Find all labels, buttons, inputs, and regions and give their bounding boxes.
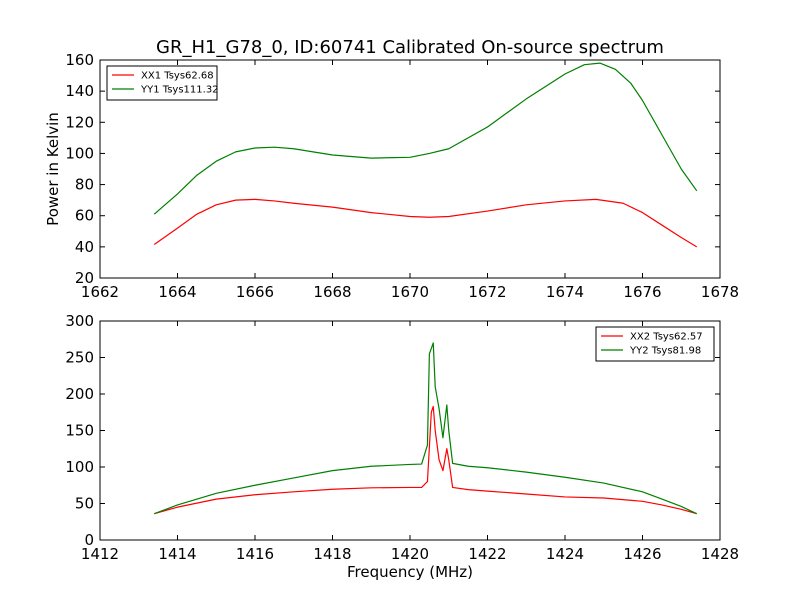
x-tick-label: 1662 (81, 283, 119, 301)
y-axis-label: Power in Kelvin (44, 112, 62, 226)
x-tick-label: 1424 (546, 545, 584, 563)
y-tick-label: 0 (84, 531, 94, 549)
y-tick-label: 150 (65, 422, 94, 440)
legend-box (595, 326, 715, 362)
x-tick-label: 1666 (236, 283, 274, 301)
series-line-1-2 (153, 62, 698, 215)
x-tick-label: 1670 (391, 283, 429, 301)
y-tick-label: 300 (65, 312, 94, 330)
x-tick-label: 1428 (701, 545, 739, 563)
y-tick-label: 100 (65, 458, 94, 476)
legend-entry: XX2 Tsys62.57 (630, 332, 703, 343)
y-tick-label: 20 (75, 269, 94, 287)
y-tick-label: 120 (65, 113, 94, 131)
y-tick-label: 100 (65, 144, 94, 162)
legend-entry: YY1 Tsys111.32 (140, 85, 219, 96)
y-tick-label: 60 (75, 207, 94, 225)
y-tick-label: 140 (65, 82, 94, 100)
legend: XX2 Tsys62.57 YY2 Tsys81.98 (595, 326, 715, 362)
x-tick-label: 1412 (81, 545, 119, 563)
x-tick-label: 1426 (623, 545, 661, 563)
y-tick-label: 200 (65, 385, 94, 403)
legend-box (106, 65, 218, 101)
x-tick-label: 1664 (158, 283, 196, 301)
x-tick-label: 1668 (313, 283, 351, 301)
y-tick-label: 40 (75, 238, 94, 256)
x-tick-label: 1422 (468, 545, 506, 563)
x-tick-label: 1674 (546, 283, 584, 301)
chart-panel-2: 1412 1414 1416 1418 1420 1422 1424 1426 1428 0 50 1… (65, 312, 739, 581)
legend-entry: XX1 Tsys62.68 (141, 71, 214, 82)
x-tick-label: 1678 (701, 283, 739, 301)
legend: XX1 Tsys62.68 YY1 Tsys111.32 (106, 65, 219, 101)
series-line-1-1 (153, 198, 698, 248)
y-tick-label: 250 (65, 349, 94, 367)
x-tick-label: 1416 (236, 545, 274, 563)
y-tick-label: 50 (75, 495, 94, 513)
x-tick-label: 1414 (158, 545, 196, 563)
x-tick-label: 1420 (391, 545, 429, 563)
y-tick-label: 80 (75, 176, 94, 194)
x-tick-label: 1676 (623, 283, 661, 301)
x-axis-label: Frequency (MHz) (347, 563, 473, 581)
chart-panels: 1662 1664 1666 1668 1670 1672 1674 1676 1678 20 40… (44, 51, 739, 581)
y-tick-label: 160 (65, 51, 94, 69)
x-tick-label: 1418 (313, 545, 351, 563)
series-line-2-2 (154, 342, 698, 515)
x-tick-label: 1672 (468, 283, 506, 301)
chart-panel-1: 1662 1664 1666 1668 1670 1672 1674 1676 1678 20 40… (44, 51, 739, 301)
figure-title: GR_H1_G78_0, ID:60741 Calibrated On-sour… (156, 37, 664, 58)
legend-entry: YY2 Tsys81.98 (629, 346, 701, 357)
series-line-2-1 (154, 405, 697, 515)
